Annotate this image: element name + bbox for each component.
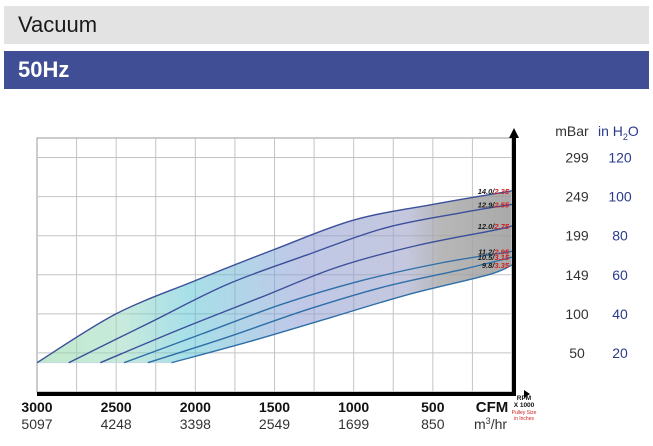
curve-labels: 14.0/2.35 12.9/2.55 12.0/2.75 11.2/2.9510.5… [478, 187, 510, 270]
curve-label-12.9: 12.9/2.55 [478, 200, 510, 209]
y-tick-mbar: 199 [565, 228, 589, 244]
series-line-10.5 [147, 256, 513, 364]
x-tick-m3hr: 850 [421, 416, 445, 432]
frequency-bar: 50Hz [4, 51, 649, 89]
y-tick-mbar: 100 [565, 306, 589, 322]
series-line-9.8 [171, 264, 513, 364]
x-tick-m3hr: 2549 [259, 416, 290, 432]
curve-label-11.2: 11.2/2.95 [478, 247, 510, 256]
x-tick-cfm: 2000 [180, 399, 211, 415]
curve-label-10.5: 10.5/3.15 [478, 253, 510, 262]
series-line-14.0 [36, 190, 513, 364]
pulley-label: Pulley Size [512, 410, 537, 416]
x-tick-cfm: 2500 [101, 399, 132, 415]
x-tick-cfm: 1500 [259, 399, 290, 415]
rpm-label: RPM [517, 395, 531, 402]
y-unit-mbar: mBar [555, 123, 589, 139]
vacuum-arrow [509, 128, 519, 138]
curve-label-14.0: 14.0/2.35 [478, 187, 510, 196]
x-tick-m3hr: 5097 [21, 416, 52, 432]
y-tick-mbar: 299 [565, 150, 589, 166]
axes [37, 128, 530, 398]
x-tick-cfm: 500 [421, 399, 445, 415]
bottom-axis-bar [37, 392, 516, 396]
title-bar: Vacuum [4, 6, 649, 44]
series-lines [36, 190, 513, 364]
x-tick-m3hr: 3398 [180, 416, 211, 432]
x-unit-cfm: CFM [476, 399, 509, 416]
series-line-11.2 [123, 250, 513, 364]
y-tick-inh2o: 40 [612, 306, 628, 322]
y-tick-inh2o: 60 [612, 267, 628, 283]
series-line-12.0 [100, 225, 513, 364]
y-tick-inh2o: 100 [608, 189, 632, 205]
x-tick-cfm: 3000 [21, 399, 52, 415]
x-unit-m3hr: m3/hr [474, 416, 507, 432]
flow-arrow [524, 390, 530, 398]
x-tick-m3hr: 1699 [338, 416, 369, 432]
y-unit-inh2o: in H2O [598, 123, 639, 142]
x-tick-cfm: 1000 [338, 399, 369, 415]
x-tick-m3hr: 4248 [101, 416, 132, 432]
rpm-multiplier-label: X 1000 [514, 402, 535, 409]
frequency-label: 50Hz [18, 57, 70, 82]
y-tick-inh2o: 20 [612, 345, 628, 361]
curve-label-12.0: 12.0/2.75 [478, 222, 510, 231]
y-tick-mbar: 149 [565, 267, 589, 283]
y-tick-inh2o: 120 [608, 150, 632, 166]
y-tick-inh2o: 80 [612, 228, 628, 244]
right-axis-bar [512, 135, 516, 392]
y-tick-mbar: 249 [565, 189, 589, 205]
page-title: Vacuum [18, 12, 98, 37]
pulley-unit-label: in Inches [514, 416, 535, 422]
series-line-12.9 [68, 203, 513, 364]
y-tick-mbar: 50 [569, 345, 585, 361]
curve-label-9.8: 9.8/3.35 [482, 261, 510, 270]
